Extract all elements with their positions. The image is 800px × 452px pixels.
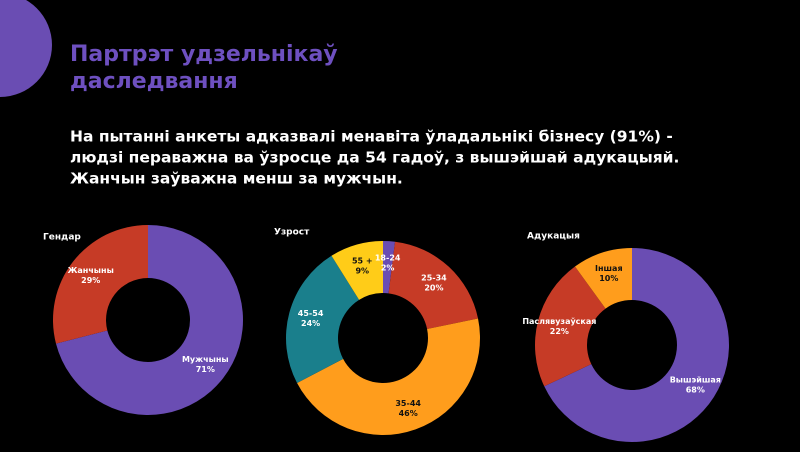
donut-slice <box>544 248 729 442</box>
title-line: даследвання <box>70 69 238 94</box>
chart-title: Адукацыя <box>527 232 580 242</box>
slice-value-label: 24% <box>301 319 320 328</box>
donut-slice <box>574 248 632 309</box>
donut-slice <box>55 225 243 416</box>
slice-label: 18-24 <box>375 254 401 263</box>
body-line: людзі пераважна ва ўзросце да 54 гадоў, … <box>70 149 679 167</box>
decor-circle <box>0 0 52 97</box>
slice-value-label: 10% <box>599 274 618 283</box>
slice-label: Жанчыны <box>68 266 114 275</box>
donut-slice <box>535 266 606 387</box>
slice-label: Іншая <box>595 264 623 273</box>
slice-value-label: 29% <box>81 276 100 285</box>
slice-value-label: 46% <box>399 409 418 418</box>
slice-label: Вышэйшая <box>670 376 721 385</box>
body-line: На пытанні анкеты адказвалі менавіта ўла… <box>70 128 673 146</box>
slice-label: Паслявузаўская <box>522 317 596 326</box>
donut-slice <box>285 255 360 383</box>
slice-label: 45-54 <box>298 309 324 318</box>
donut-slice <box>388 241 479 329</box>
body-line: Жанчын заўважна менш за мужчын. <box>70 170 403 188</box>
slice-label: 25-34 <box>421 273 447 282</box>
slice-value-label: 68% <box>686 386 705 395</box>
slice-value-label: 20% <box>424 283 443 292</box>
slice-value-label: 2% <box>381 264 395 273</box>
chart-title: Гендар <box>43 233 81 243</box>
slice-value-label: 9% <box>355 266 369 275</box>
slice-value-label: 71% <box>196 365 215 374</box>
title-line: Партрэт удзельнікаў <box>70 42 338 67</box>
donut-slice <box>297 318 481 436</box>
donut-slice <box>52 225 148 344</box>
slice-value-label: 22% <box>550 327 569 336</box>
chart-title: Узрост <box>274 228 310 238</box>
slice-label: 55 + <box>352 256 373 265</box>
donut-slice <box>383 241 396 294</box>
donut-slice <box>331 241 383 300</box>
slice-label: Мужчыны <box>182 355 229 364</box>
slice-label: 35-44 <box>395 399 421 408</box>
